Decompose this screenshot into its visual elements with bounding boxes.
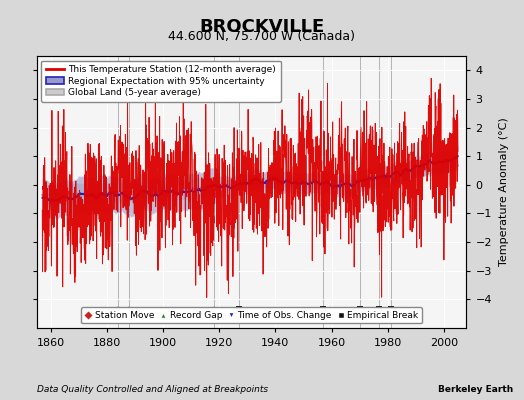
Text: 1920: 1920 <box>205 338 233 348</box>
Text: 1960: 1960 <box>318 338 346 348</box>
Text: BROCKVILLE: BROCKVILLE <box>199 18 325 36</box>
Legend: Station Move, Record Gap, Time of Obs. Change, Empirical Break: Station Move, Record Gap, Time of Obs. C… <box>81 307 422 324</box>
Text: 2000: 2000 <box>430 338 458 348</box>
Text: 1940: 1940 <box>261 338 290 348</box>
Y-axis label: Temperature Anomaly (°C): Temperature Anomaly (°C) <box>499 118 509 266</box>
Text: Berkeley Earth: Berkeley Earth <box>438 385 514 394</box>
Text: 1980: 1980 <box>374 338 402 348</box>
Text: 44.600 N, 75.700 W (Canada): 44.600 N, 75.700 W (Canada) <box>169 30 355 43</box>
Text: 1880: 1880 <box>93 338 121 348</box>
Text: 1900: 1900 <box>149 338 177 348</box>
Text: 1860: 1860 <box>37 338 65 348</box>
Text: Data Quality Controlled and Aligned at Breakpoints: Data Quality Controlled and Aligned at B… <box>37 385 268 394</box>
